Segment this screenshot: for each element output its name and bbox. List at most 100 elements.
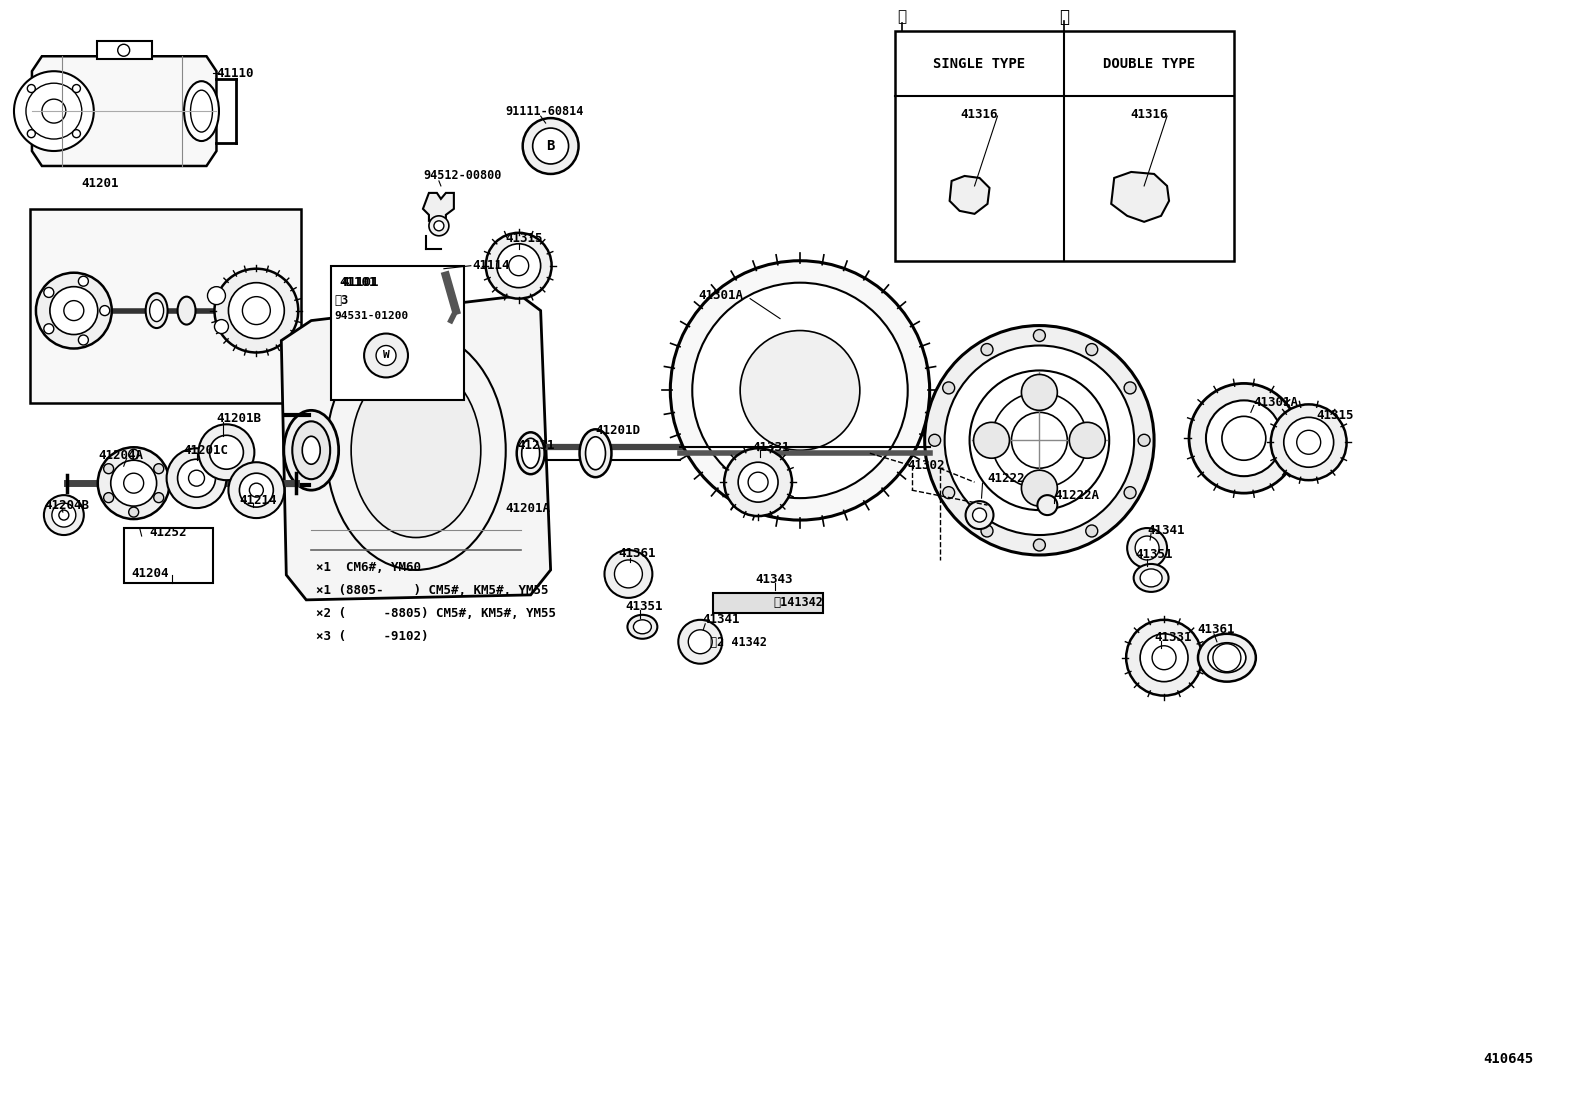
Circle shape	[124, 474, 143, 493]
Circle shape	[207, 287, 226, 304]
Circle shape	[724, 448, 791, 517]
Text: 41316: 41316	[962, 108, 998, 121]
Ellipse shape	[579, 430, 611, 477]
Circle shape	[1153, 646, 1176, 669]
Circle shape	[1127, 528, 1167, 568]
Circle shape	[678, 620, 723, 664]
Text: 41341: 41341	[702, 613, 740, 626]
Circle shape	[239, 474, 274, 507]
Ellipse shape	[634, 620, 651, 634]
Circle shape	[1022, 375, 1057, 410]
Text: 41204A: 41204A	[99, 448, 143, 462]
Circle shape	[615, 560, 643, 588]
Text: 41231: 41231	[517, 439, 556, 452]
Text: W: W	[382, 351, 390, 360]
Bar	[97, 42, 151, 59]
Ellipse shape	[352, 363, 481, 537]
Text: 41361: 41361	[1197, 623, 1234, 636]
Circle shape	[748, 473, 767, 492]
Circle shape	[1126, 620, 1202, 696]
Bar	[331, 266, 463, 400]
Circle shape	[129, 449, 139, 459]
Circle shape	[1135, 536, 1159, 560]
Circle shape	[992, 392, 1087, 488]
Text: DOUBLE TYPE: DOUBLE TYPE	[1103, 57, 1196, 71]
Circle shape	[27, 130, 35, 137]
Polygon shape	[1111, 171, 1169, 222]
Text: SINGLE TYPE: SINGLE TYPE	[933, 57, 1025, 71]
Circle shape	[103, 464, 113, 474]
Circle shape	[64, 301, 84, 321]
Polygon shape	[282, 296, 551, 600]
Circle shape	[188, 470, 204, 486]
Text: 41101: 41101	[341, 276, 379, 289]
Text: 41201B: 41201B	[217, 412, 261, 425]
Text: 41252: 41252	[150, 525, 188, 539]
Circle shape	[497, 244, 541, 288]
Text: ※: ※	[898, 9, 906, 24]
Circle shape	[1138, 434, 1149, 446]
Text: 41343: 41343	[755, 574, 793, 587]
Text: 41302: 41302	[907, 458, 946, 471]
Text: 41201C: 41201C	[183, 444, 229, 457]
Circle shape	[154, 492, 164, 502]
Circle shape	[739, 463, 778, 502]
Circle shape	[740, 331, 860, 451]
Text: 41222: 41222	[987, 471, 1025, 485]
Text: 41204B: 41204B	[45, 499, 89, 512]
Circle shape	[228, 282, 285, 338]
Text: 41331: 41331	[1154, 631, 1191, 644]
Text: 41315: 41315	[506, 232, 543, 245]
Circle shape	[974, 422, 1009, 458]
Circle shape	[981, 525, 993, 537]
Text: 41341: 41341	[1148, 523, 1184, 536]
Bar	[30, 209, 301, 403]
Text: 41315: 41315	[1317, 409, 1355, 422]
Circle shape	[1223, 417, 1266, 460]
Circle shape	[1086, 525, 1098, 537]
Circle shape	[25, 84, 81, 140]
Circle shape	[167, 448, 226, 508]
Circle shape	[78, 335, 89, 345]
Circle shape	[1297, 431, 1321, 454]
Circle shape	[215, 320, 228, 334]
Circle shape	[428, 215, 449, 236]
Text: 41331: 41331	[751, 441, 790, 454]
Text: 94531-01200: 94531-01200	[334, 311, 409, 321]
Ellipse shape	[191, 90, 212, 132]
Circle shape	[365, 334, 408, 377]
Polygon shape	[32, 56, 217, 166]
Ellipse shape	[326, 331, 506, 570]
Circle shape	[1213, 644, 1240, 671]
Circle shape	[49, 287, 97, 334]
Text: 41201D: 41201D	[595, 424, 640, 436]
Circle shape	[1038, 496, 1057, 515]
Circle shape	[53, 503, 76, 528]
Circle shape	[14, 71, 94, 151]
Circle shape	[1270, 404, 1347, 480]
Circle shape	[1207, 400, 1282, 476]
Text: ※: ※	[1059, 9, 1070, 26]
Circle shape	[1022, 470, 1057, 507]
Circle shape	[250, 484, 263, 497]
Text: 41201A: 41201A	[506, 501, 551, 514]
Text: 94512-00800: 94512-00800	[423, 169, 501, 182]
Text: 41316: 41316	[1130, 108, 1169, 121]
Circle shape	[215, 269, 298, 353]
Text: 410645: 410645	[1484, 1052, 1533, 1066]
Circle shape	[100, 306, 110, 315]
Ellipse shape	[302, 436, 320, 464]
Ellipse shape	[1140, 569, 1162, 587]
Circle shape	[925, 325, 1154, 555]
Circle shape	[670, 260, 930, 520]
Circle shape	[1033, 539, 1046, 551]
Circle shape	[693, 282, 907, 498]
Ellipse shape	[522, 439, 540, 468]
Ellipse shape	[517, 432, 544, 474]
Circle shape	[210, 435, 244, 469]
Circle shape	[1189, 384, 1299, 493]
Text: ※2 41342: ※2 41342	[710, 636, 767, 650]
Circle shape	[103, 492, 113, 502]
Circle shape	[97, 447, 170, 519]
Text: ×1  CM6#, YM60: ×1 CM6#, YM60	[317, 562, 422, 575]
